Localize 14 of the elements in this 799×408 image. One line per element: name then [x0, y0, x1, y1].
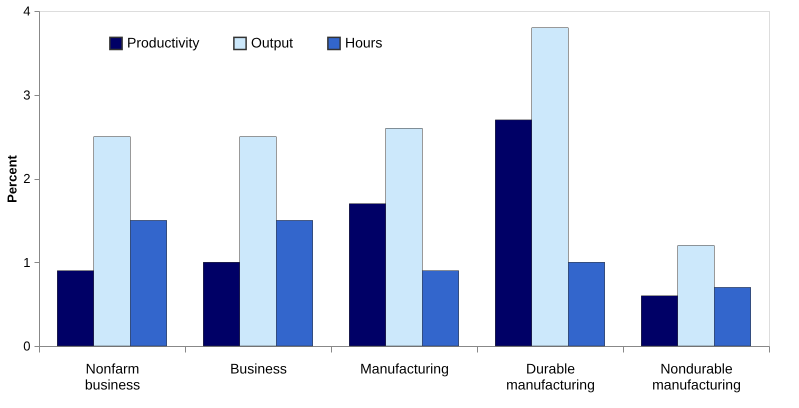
legend-label: Output	[251, 34, 294, 50]
y-tick-label: 3	[23, 87, 30, 102]
x-tick-label: Manufacturing	[360, 360, 449, 376]
x-tick-label: Business	[230, 360, 287, 376]
x-tick-label: Durable manufacturing	[506, 360, 595, 392]
y-tick-label: 4	[23, 4, 30, 18]
x-tick-label: Nonfarm business	[84, 360, 140, 392]
legend-label: Hours	[345, 34, 382, 50]
y-tick-label: 2	[23, 171, 30, 186]
y-tick-label: 1	[23, 254, 30, 270]
x-tick-label: Nondurable manufacturing	[652, 360, 741, 392]
legend-label: Productivity	[127, 34, 200, 50]
y-tick-label: 0	[23, 338, 30, 354]
y-axis-title: Percent	[4, 154, 20, 203]
